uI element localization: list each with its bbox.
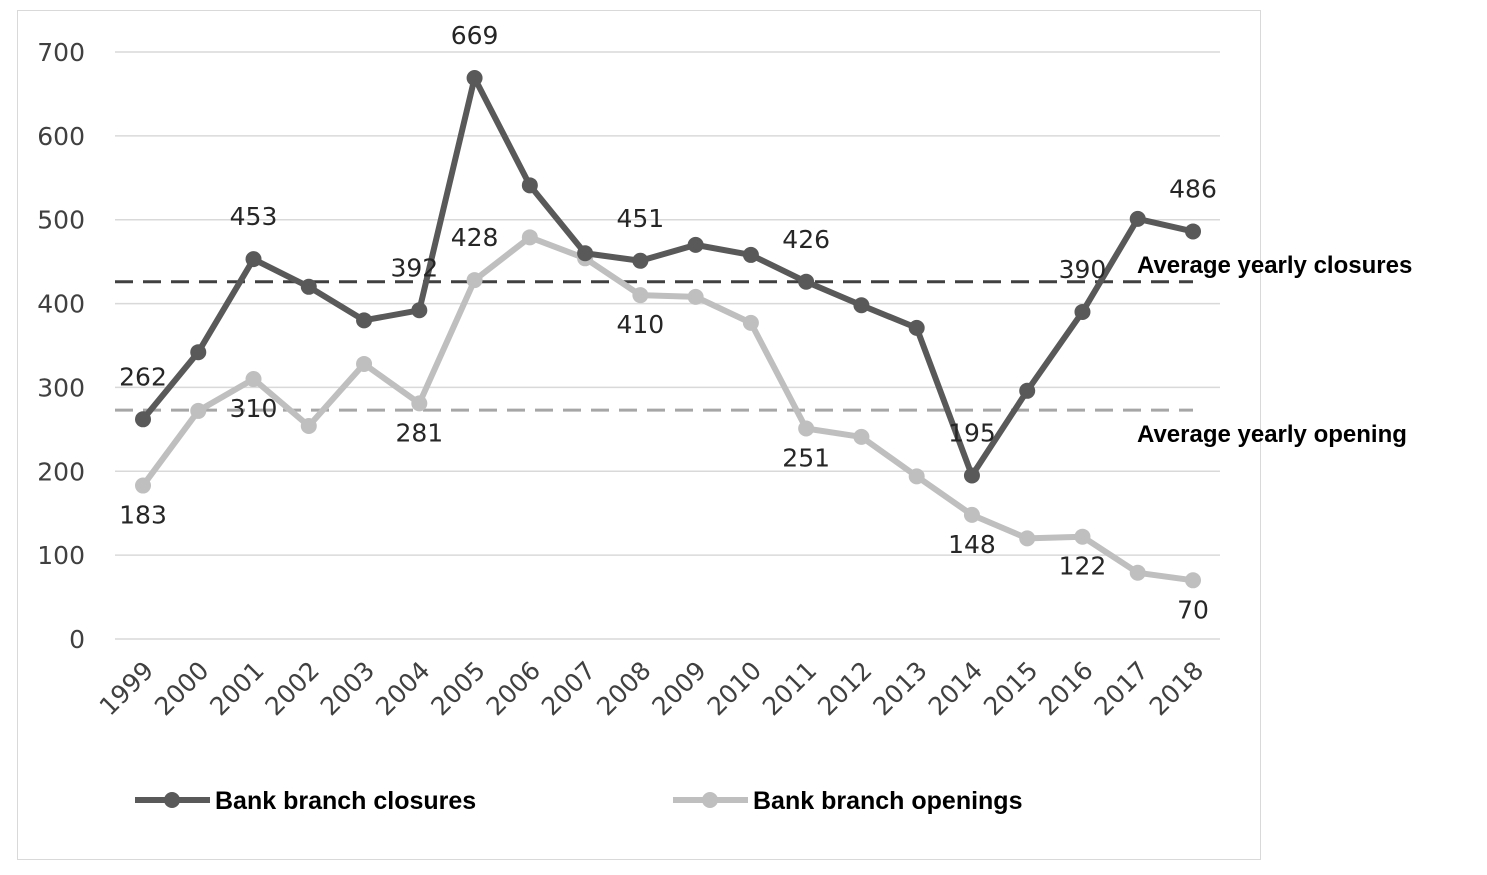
data-point	[466, 272, 483, 289]
legend-label: Bank branch openings	[753, 787, 1022, 815]
data-label: 453	[230, 202, 278, 231]
data-point	[1074, 528, 1091, 545]
data-point	[411, 302, 428, 319]
data-point	[1019, 382, 1036, 399]
y-tick-label: 200	[37, 457, 85, 486]
x-tick-label: 2005	[425, 656, 490, 721]
data-label: 451	[617, 204, 665, 233]
data-point	[356, 355, 373, 372]
x-tick-label: 2007	[536, 656, 601, 721]
data-point	[687, 236, 704, 253]
x-tick-label: 2013	[867, 656, 932, 721]
data-point	[577, 245, 594, 262]
data-point	[190, 344, 207, 361]
data-point	[1074, 303, 1091, 320]
x-tick-label: 2009	[646, 656, 711, 721]
average-label: Average yearly closures	[1137, 252, 1412, 279]
data-point	[466, 69, 483, 86]
data-label: 310	[230, 394, 278, 423]
series-line-1	[140, 234, 1194, 584]
data-point	[908, 319, 925, 336]
x-tick-label: 2015	[978, 656, 1043, 721]
data-point	[742, 314, 759, 331]
legend-label: Bank branch closures	[215, 787, 476, 815]
data-label: 148	[948, 530, 996, 559]
y-tick-label: 0	[69, 625, 85, 654]
data-label: 426	[782, 225, 830, 254]
x-tick-label: 2016	[1033, 656, 1098, 721]
data-point	[1019, 530, 1036, 547]
data-point	[687, 288, 704, 305]
data-label: 195	[948, 418, 996, 447]
data-point	[300, 418, 317, 435]
data-label: 251	[782, 444, 830, 473]
data-label: 390	[1059, 255, 1107, 284]
y-tick-label: 500	[37, 206, 85, 235]
legend-swatch-marker	[164, 792, 180, 808]
y-tick-label: 700	[37, 38, 85, 67]
y-tick-label: 100	[37, 541, 85, 570]
data-label: 486	[1169, 174, 1217, 203]
data-point	[742, 246, 759, 263]
data-point	[521, 229, 538, 246]
data-point	[632, 287, 649, 304]
data-label: 410	[617, 310, 665, 339]
x-tick-label: 2004	[370, 656, 435, 721]
data-label: 428	[451, 223, 499, 252]
x-tick-label: 2003	[315, 656, 380, 721]
x-tick-label: 2008	[591, 656, 656, 721]
x-tick-label: 2014	[923, 656, 988, 721]
data-point	[632, 252, 649, 269]
data-point	[853, 297, 870, 314]
data-point	[1185, 572, 1201, 589]
x-tick-label: 2010	[702, 656, 767, 721]
data-point	[963, 467, 980, 484]
data-point	[300, 278, 317, 295]
data-point	[356, 312, 373, 329]
series-line-0	[140, 74, 1194, 479]
x-tick-label: 2000	[149, 656, 214, 721]
x-tick-label: 2017	[1088, 656, 1153, 721]
x-tick-label: 2001	[204, 656, 269, 721]
data-point	[908, 468, 925, 485]
data-point	[1129, 210, 1146, 227]
data-label: 669	[451, 21, 499, 50]
data-point	[1129, 564, 1146, 581]
data-point	[245, 251, 262, 268]
data-label: 70	[1177, 595, 1209, 624]
data-point	[963, 506, 980, 523]
data-point	[190, 402, 207, 419]
y-tick-label: 600	[37, 122, 85, 151]
data-label: 122	[1059, 552, 1107, 581]
data-point	[853, 428, 870, 445]
data-label: 392	[390, 253, 438, 282]
x-tick-label: 1999	[94, 656, 159, 721]
data-point	[411, 395, 428, 412]
data-point	[245, 371, 262, 388]
data-point	[521, 177, 538, 194]
data-label: 281	[395, 418, 443, 447]
data-point	[798, 273, 815, 290]
legend-swatch-marker	[702, 792, 718, 808]
average-label: Average yearly opening	[1137, 421, 1407, 448]
data-point	[1185, 223, 1201, 240]
x-tick-label: 2018	[1144, 656, 1209, 721]
y-tick-label: 400	[37, 290, 85, 319]
data-label: 183	[119, 501, 167, 530]
x-tick-label: 2006	[481, 656, 546, 721]
x-tick-label: 2011	[757, 656, 822, 721]
data-point	[798, 420, 815, 437]
x-tick-label: 2002	[260, 656, 325, 721]
chart-frame	[17, 10, 1261, 860]
y-tick-label: 300	[37, 373, 85, 402]
data-label: 262	[119, 362, 167, 391]
data-point	[135, 477, 151, 494]
data-point	[135, 411, 151, 428]
x-tick-label: 2012	[812, 656, 877, 721]
